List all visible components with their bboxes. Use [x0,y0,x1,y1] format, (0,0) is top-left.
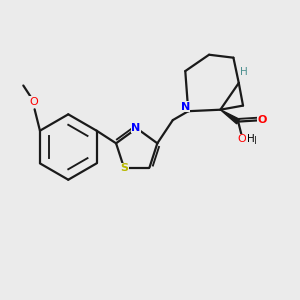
Polygon shape [220,110,240,124]
Text: H: H [247,134,254,144]
Text: O: O [30,97,38,107]
Text: H: H [250,136,257,146]
Text: H: H [240,67,248,77]
Text: S: S [120,163,128,173]
Text: N: N [131,123,141,133]
Text: O: O [258,116,267,125]
Text: N: N [181,102,190,112]
Text: O: O [238,134,246,144]
